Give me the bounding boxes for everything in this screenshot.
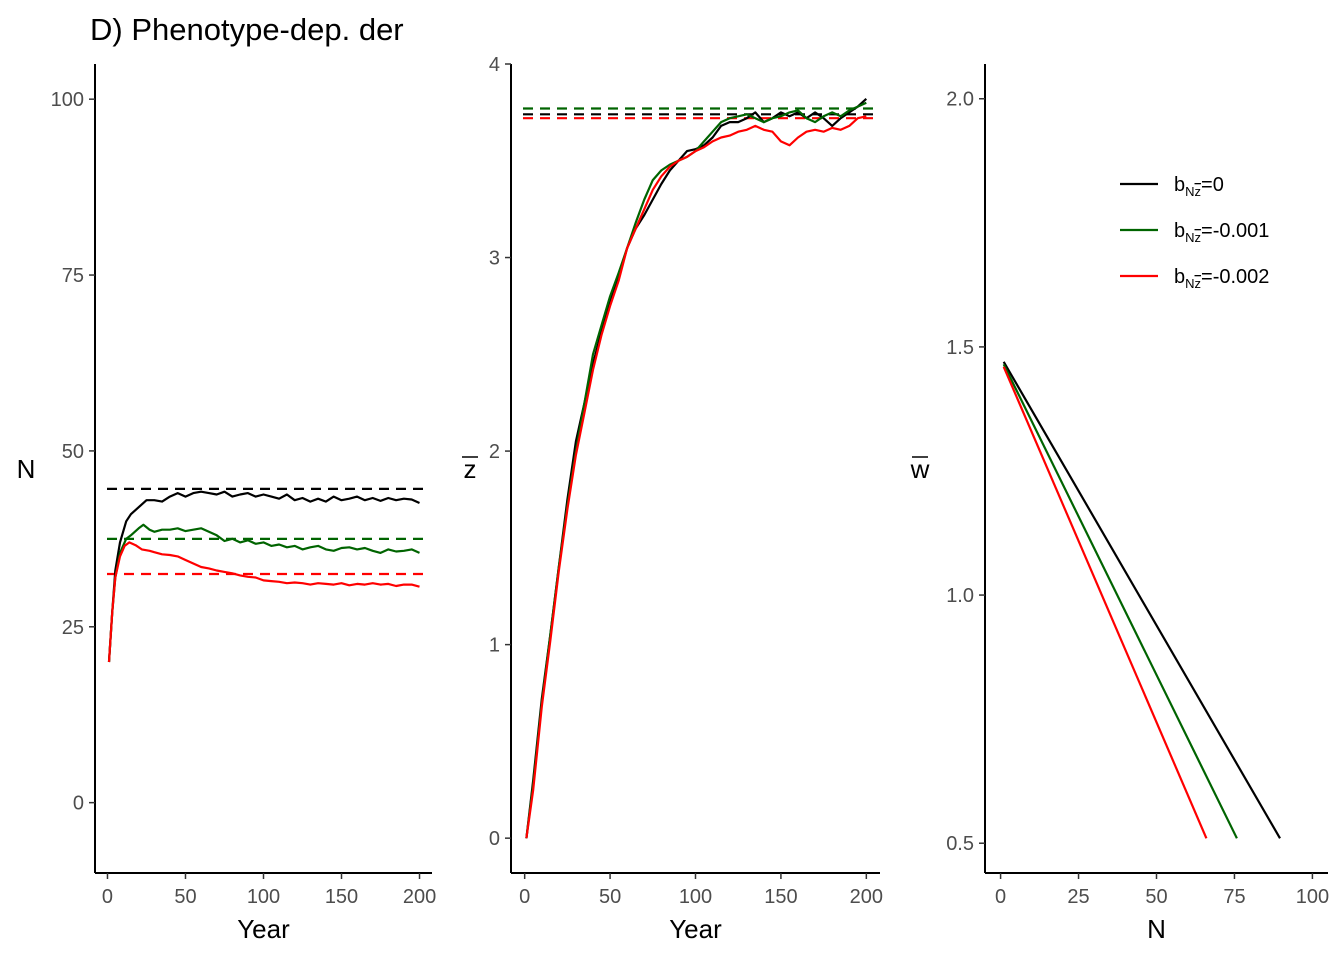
y-tick-label: 3 [489,248,500,270]
x-tick-label: 25 [1067,886,1089,908]
x-tick-label: 50 [174,886,196,908]
y-tick-label: 0 [73,793,84,815]
y-tick-label: 25 [62,617,84,639]
series-line-2 [525,101,867,839]
y-axis-title: z [464,454,477,484]
y-tick-label: 1 [489,635,500,657]
y-tick-label: 4 [489,54,500,76]
chart-panel-2: 0 50 100 150 200 0 1 2 3 4 Year z [462,54,883,944]
series-line-3 [525,115,867,839]
figure-title: D) Phenotype-dep. der [90,8,448,52]
y-axis-title: w [910,454,930,484]
series-line-3 [1002,366,1208,839]
x-tick-label: 100 [247,886,280,908]
series-line-2 [1002,363,1238,839]
x-tick-label: 50 [599,886,621,908]
series-line-1 [1002,361,1281,839]
legend: bNz=0 bNz=-0.001 bNz=-0.002 [1120,174,1269,291]
x-tick-label: 0 [995,886,1006,908]
y-tick-label: 0 [489,828,500,850]
y-tick-label: 1.5 [946,337,974,359]
series-line-1 [107,490,420,663]
y-axis-title: N [17,454,36,484]
legend-label: bNz=-0.001 [1174,220,1269,245]
x-tick-label: 50 [1145,886,1167,908]
series-line-1 [525,97,868,839]
x-tick-label: 100 [1296,886,1329,908]
x-tick-label: 150 [325,886,358,908]
x-tick-label: 75 [1223,886,1245,908]
series-line-2 [107,523,420,663]
y-tick-label: 0.5 [946,833,974,855]
legend-label: bNz=0 [1174,174,1224,199]
series-line-3 [107,541,420,663]
y-tick-label: 100 [51,89,84,111]
y-tick-label: 75 [62,265,84,287]
y-tick-label: 50 [62,441,84,463]
x-tick-label: 200 [403,886,436,908]
x-axis-title: Year [237,914,290,944]
x-axis-title: N [1147,914,1166,944]
x-tick-label: 100 [679,886,712,908]
y-tick-label: 2 [489,441,500,463]
y-tick-label: 2.0 [946,89,974,111]
chart-panel-1: 0 50 100 150 200 0 25 50 75 100 Year N [17,64,436,944]
legend-label: bNz=-0.002 [1174,266,1269,291]
x-tick-label: 0 [102,886,113,908]
x-tick-label: 150 [764,886,797,908]
x-tick-label: 200 [850,886,883,908]
y-tick-label: 1.0 [946,585,974,607]
x-tick-label: 0 [519,886,530,908]
figure-title-text: D) Phenotype-dep. der [90,12,404,47]
chart-panel-3: 0 25 50 75 100 0.5 1.0 1.5 2.0 Nw [910,64,1329,944]
x-axis-title: Year [669,914,722,944]
